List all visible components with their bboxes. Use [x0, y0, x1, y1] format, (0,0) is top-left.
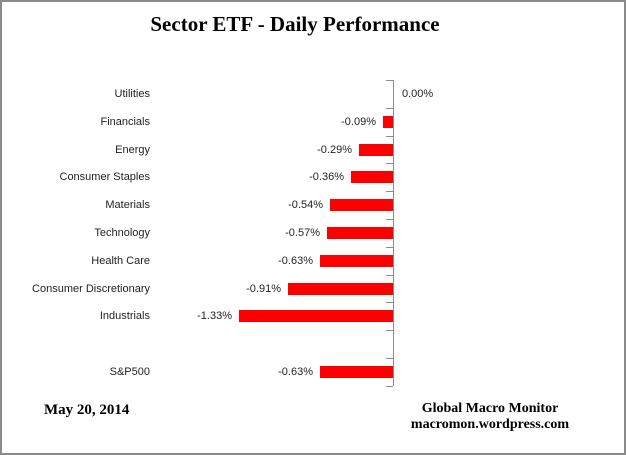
value-axis	[393, 80, 394, 386]
bar	[330, 199, 393, 211]
value-label: -0.29%	[317, 144, 352, 156]
bar	[359, 144, 393, 156]
category-label: Consumer Staples	[59, 171, 151, 183]
bar	[320, 366, 393, 378]
value-label: -0.54%	[288, 199, 323, 211]
axis-tick	[386, 247, 393, 248]
axis-tick	[386, 330, 393, 331]
bar	[239, 310, 393, 322]
axis-tick	[386, 302, 393, 303]
axis-tick	[386, 108, 393, 109]
footer-date: May 20, 2014	[44, 402, 130, 418]
axis-tick	[386, 358, 393, 359]
value-label: -0.63%	[278, 255, 313, 267]
value-label: -0.63%	[278, 366, 313, 378]
axis-tick	[386, 275, 393, 276]
category-label: Utilities	[114, 88, 150, 100]
bar	[320, 255, 393, 267]
category-label: Health Care	[91, 255, 150, 267]
bar	[351, 171, 393, 183]
value-label: 0.00%	[402, 88, 434, 100]
bar	[383, 116, 393, 128]
footer-attribution: Global Macro Monitor macromon.wordpress.…	[398, 401, 582, 433]
category-label: Financials	[100, 116, 150, 128]
category-label: Energy	[115, 144, 150, 156]
axis-tick	[386, 386, 393, 387]
attribution-line-2: macromon.wordpress.com	[410, 417, 570, 432]
category-label: Industrials	[99, 310, 150, 322]
value-label: -0.36%	[309, 171, 344, 183]
bar	[288, 283, 393, 295]
bar	[327, 227, 393, 239]
category-label: Consumer Discretionary	[32, 283, 150, 295]
axis-tick	[386, 191, 393, 192]
attribution-line-1: Global Macro Monitor	[421, 401, 559, 416]
value-label: -0.57%	[285, 227, 320, 239]
category-label: Materials	[105, 199, 150, 211]
axis-tick	[386, 219, 393, 220]
category-label: Technology	[94, 227, 150, 239]
chart-title: Sector ETF - Daily Performance	[150, 12, 440, 36]
value-label: -0.91%	[246, 283, 281, 295]
value-label: -0.09%	[341, 116, 376, 128]
axis-tick	[386, 80, 393, 81]
category-label: S&P500	[109, 366, 150, 378]
axis-tick	[386, 163, 393, 164]
value-label: -1.33%	[197, 310, 232, 322]
axis-tick	[386, 136, 393, 137]
